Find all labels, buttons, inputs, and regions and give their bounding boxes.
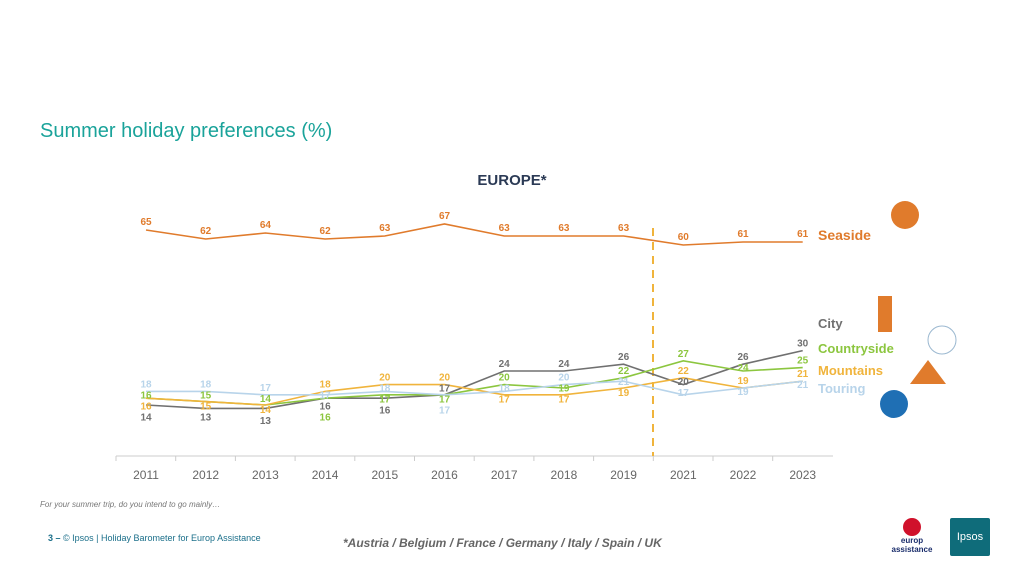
x-tick-label: 2014 xyxy=(312,468,339,482)
data-label: 26 xyxy=(618,352,630,363)
data-label: 20 xyxy=(379,373,391,384)
series-line-mountains xyxy=(145,376,803,406)
data-label: 21 xyxy=(618,377,630,388)
data-label: 63 xyxy=(499,223,511,234)
data-label: 14 xyxy=(260,405,272,416)
data-label: 16 xyxy=(379,406,391,417)
x-tick-label: 2023 xyxy=(789,468,816,482)
data-label: 15 xyxy=(200,401,212,412)
x-tick-label: 2021 xyxy=(670,468,697,482)
page-number: 3 – xyxy=(48,533,61,543)
legend-touring: Touring xyxy=(818,381,865,396)
data-label: 67 xyxy=(439,211,451,222)
data-label: 65 xyxy=(140,217,152,228)
data-label: 63 xyxy=(379,223,391,234)
data-label: 21 xyxy=(797,380,809,391)
europ-assistance-logo: europ assistance xyxy=(888,518,936,558)
data-label: 13 xyxy=(200,412,212,423)
data-label: 63 xyxy=(618,223,630,234)
series-line-touring xyxy=(146,380,803,396)
x-tick-label: 2019 xyxy=(610,468,637,482)
data-label: 17 xyxy=(439,395,451,406)
city-building-icon xyxy=(878,296,892,332)
data-label: 17 xyxy=(558,395,570,406)
data-label: 16 xyxy=(320,401,332,412)
x-tick-label: 2022 xyxy=(730,468,757,482)
data-label: 19 xyxy=(737,376,749,387)
data-label: 25 xyxy=(797,356,809,367)
data-label: 26 xyxy=(737,352,749,363)
data-label: 24 xyxy=(558,359,570,370)
data-label: 19 xyxy=(618,388,630,399)
data-label: 19 xyxy=(558,384,570,395)
data-label: 17 xyxy=(379,395,391,406)
source-text: © Ipsos | Holiday Barometer for Europ As… xyxy=(63,533,261,543)
data-label: 18 xyxy=(499,384,511,395)
legend-countryside: Countryside xyxy=(818,341,894,356)
countryside-sun-icon xyxy=(927,325,957,355)
palm-tree-icon xyxy=(891,201,919,229)
data-label: 63 xyxy=(558,223,570,234)
countries-note: *Austria / Belgium / France / Germany / … xyxy=(343,536,662,550)
legend-mountains: Mountains xyxy=(818,363,883,378)
data-label: 17 xyxy=(260,383,272,394)
data-label: 62 xyxy=(320,226,332,237)
ipsos-logo: Ipsos xyxy=(950,518,990,556)
chart-title: EUROPE* xyxy=(477,172,547,189)
x-tick-label: 2011 xyxy=(133,468,159,482)
data-label: 21 xyxy=(797,369,809,380)
data-label: 17 xyxy=(439,384,451,395)
data-label: 24 xyxy=(737,363,749,374)
data-label: 18 xyxy=(140,379,152,390)
data-label: 14 xyxy=(260,394,272,405)
x-tick-label: 2017 xyxy=(491,468,518,482)
data-label: 18 xyxy=(379,384,391,395)
page-title: Summer holiday preferences (%) xyxy=(40,120,333,142)
data-label: 17 xyxy=(320,390,332,401)
data-label: 14 xyxy=(140,412,152,423)
data-label: 20 xyxy=(439,373,451,384)
data-label: 18 xyxy=(320,379,332,390)
data-label: 13 xyxy=(260,416,272,427)
data-label: 22 xyxy=(678,366,690,377)
data-label: 61 xyxy=(797,229,809,240)
data-label: 16 xyxy=(140,401,152,412)
series-line-city xyxy=(145,349,803,410)
data-label: 17 xyxy=(678,388,690,399)
data-label: 20 xyxy=(678,377,690,388)
data-label: 19 xyxy=(737,387,749,398)
data-label: 16 xyxy=(320,412,332,423)
legend-city: City xyxy=(818,316,843,331)
data-label: 20 xyxy=(499,373,511,384)
globe-icon xyxy=(880,390,908,418)
data-label: 16 xyxy=(140,390,152,401)
x-tick-label: 2015 xyxy=(371,468,398,482)
data-label: 30 xyxy=(797,339,809,350)
footer-source: 3 – © Ipsos | Holiday Barometer for Euro… xyxy=(48,533,261,543)
data-label: 18 xyxy=(200,379,212,390)
data-label: 61 xyxy=(737,229,749,240)
data-label: 22 xyxy=(618,366,630,377)
series-line-seaside xyxy=(145,223,803,246)
x-tick-label: 2018 xyxy=(551,468,578,482)
data-label: 17 xyxy=(499,395,511,406)
data-label: 17 xyxy=(439,406,451,417)
legend-seaside: Seaside xyxy=(818,227,871,243)
x-tick-label: 2016 xyxy=(431,468,458,482)
data-label: 20 xyxy=(558,373,570,384)
data-label: 62 xyxy=(200,226,212,237)
data-label: 24 xyxy=(499,359,511,370)
question-text: For your summer trip, do you intend to g… xyxy=(40,500,221,509)
data-label: 27 xyxy=(678,349,690,360)
data-label: 15 xyxy=(200,390,212,401)
x-tick-label: 2012 xyxy=(192,468,219,482)
data-label: 60 xyxy=(678,232,690,243)
mountains-icon xyxy=(910,360,946,384)
data-label: 64 xyxy=(260,220,272,231)
x-tick-label: 2013 xyxy=(252,468,279,482)
